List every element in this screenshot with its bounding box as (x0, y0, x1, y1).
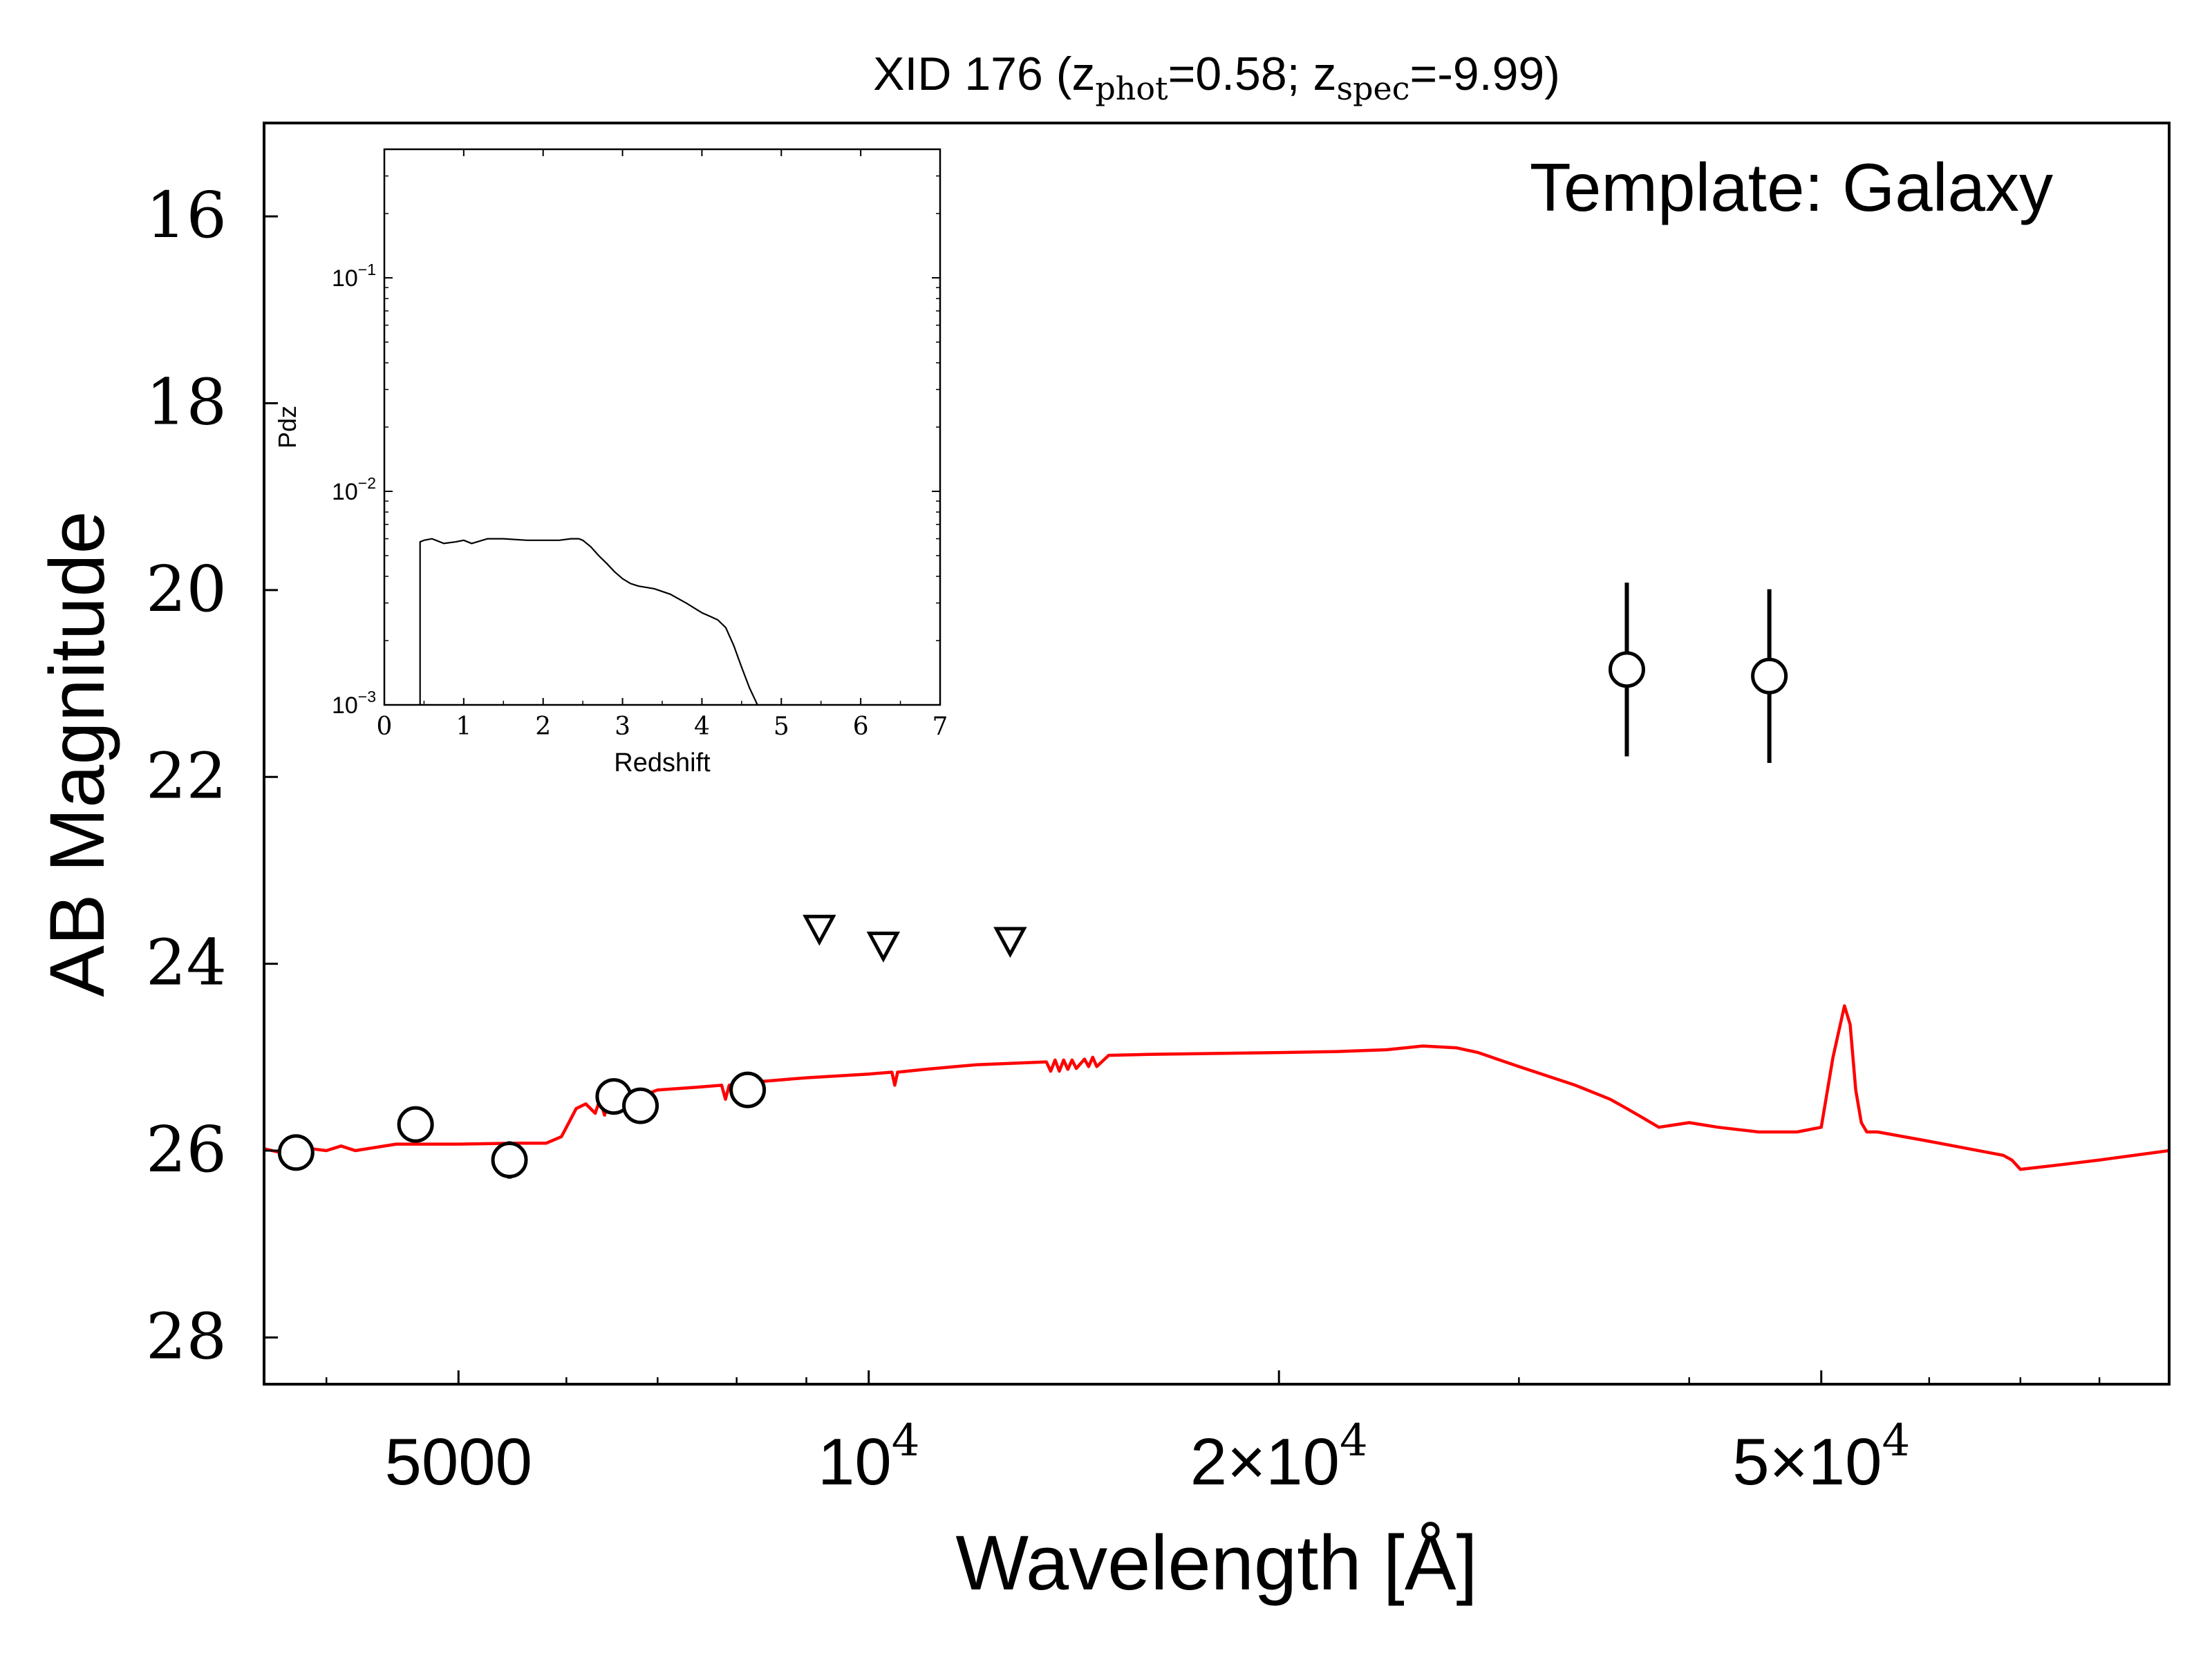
title-spec-subscript: spec (1336, 70, 1409, 107)
photometry-point (1608, 583, 1645, 757)
inset-x-tick-label: 4 (694, 712, 710, 741)
inset-y-tick-exponent: −3 (358, 688, 376, 706)
inset-axes-frame (383, 148, 941, 706)
detection-marker (729, 1071, 767, 1108)
chart-title: XID 176 (zphot=0.58; zspec=-9.99) (873, 48, 1560, 107)
y-tick-label: 16 (146, 178, 227, 252)
inset-y-tick-label: 10−2 (332, 474, 376, 505)
y-tick-label: 24 (146, 926, 227, 1000)
title-phot-subscript: phot (1095, 70, 1168, 107)
photometry-point (1751, 589, 1788, 764)
inset-x-tick-label: 6 (853, 712, 869, 741)
detection-marker (491, 1142, 528, 1179)
x-tick-base: 5×10 (1732, 1425, 1882, 1499)
inset-y-tick-exponent: −2 (358, 474, 376, 492)
inset-x-tick-label: 2 (535, 712, 551, 741)
photometry-point (491, 1141, 528, 1179)
inset-x-tick-label: 0 (377, 712, 393, 741)
photometry-point (277, 1134, 315, 1171)
y-tick-label: 18 (146, 366, 227, 440)
x-tick-exponent: 4 (1882, 1415, 1910, 1466)
y-tick-label: 22 (146, 739, 227, 813)
detection-marker (397, 1106, 434, 1143)
title-mid: =0.58; z (1168, 48, 1337, 100)
x-axis-label: Wavelength [Å] (955, 1520, 1477, 1606)
template-annotation: Template: Galaxy (1530, 149, 2053, 225)
y-tick-label: 20 (146, 552, 227, 626)
x-tick-base: 2×10 (1190, 1425, 1340, 1499)
x-tick-label: 5×104 (1732, 1415, 1910, 1499)
template-sed-line (264, 1004, 2169, 1171)
detection-marker (1608, 651, 1645, 688)
detection-marker (277, 1134, 315, 1171)
photometry-point (397, 1106, 434, 1143)
inset-y-axis-label: Pdz (273, 406, 301, 448)
upper-limit-marker (993, 927, 1027, 959)
x-tick-base: 10 (818, 1425, 892, 1499)
main-plot: 5000 104 2×104 5×10416182022242628Wavelengt… (34, 48, 2171, 1606)
detection-marker (1751, 657, 1788, 695)
title-suffix: =-9.99) (1410, 48, 1560, 100)
inset-y-tick-label: 10−1 (332, 261, 376, 292)
upper-limit-marker (866, 932, 901, 963)
inset-x-tick-label: 3 (615, 712, 630, 741)
detection-marker (622, 1087, 659, 1124)
inset-x-tick-label: 7 (932, 712, 948, 741)
inset-x-axis-label: Redshift (614, 748, 711, 777)
y-tick-label: 28 (146, 1299, 227, 1373)
main-axes-frame (263, 122, 2171, 1386)
x-tick-label: 2×104 (1190, 1415, 1368, 1499)
inset-y-tick-base: 10 (332, 692, 358, 719)
inset-y-tick-exponent: −1 (358, 261, 376, 278)
inset-x-tick-label: 5 (774, 712, 789, 741)
pdz-curve (419, 538, 758, 706)
inset-y-tick-base: 10 (332, 265, 358, 292)
inset-x-tick-label: 1 (456, 712, 471, 741)
upper-limit-marker (803, 914, 836, 946)
inset-y-tick-label: 10−3 (332, 688, 376, 719)
y-axis-label: AB Magnitude (34, 511, 120, 997)
photometry-point (729, 1071, 767, 1108)
x-tick-exponent: 4 (1340, 1415, 1368, 1466)
title-prefix: XID 176 (z (873, 48, 1095, 100)
x-tick-label: 104 (818, 1415, 920, 1499)
photometry-point (622, 1087, 659, 1124)
y-tick-label: 26 (146, 1113, 227, 1187)
inset-y-tick-base: 10 (332, 479, 358, 505)
x-tick-exponent: 4 (892, 1415, 920, 1466)
x-tick-label: 5000 (384, 1425, 532, 1499)
